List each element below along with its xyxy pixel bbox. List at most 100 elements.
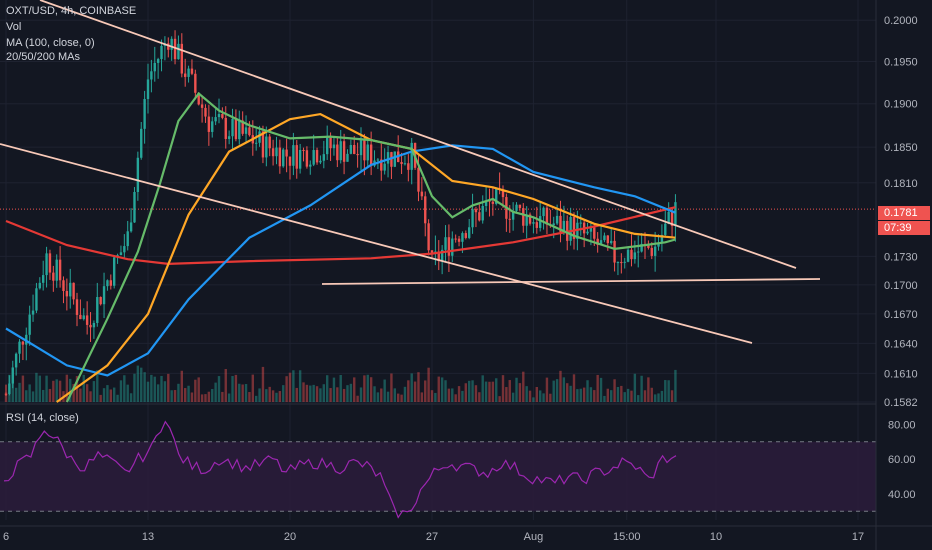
volume-bar: [464, 383, 468, 402]
x-tick-label: 13: [142, 531, 154, 543]
candle-body: [234, 118, 238, 140]
volume-bar: [204, 394, 207, 402]
candle-body: [187, 68, 190, 77]
volume-bar: [92, 381, 96, 402]
candle-body: [126, 231, 129, 247]
volume-bar: [363, 375, 366, 402]
volume-bar: [562, 377, 566, 402]
volume-bar: [312, 384, 315, 402]
y-tick-label: 0.1850: [884, 142, 918, 154]
candle-body: [589, 227, 593, 232]
ma-legend[interactable]: MA (100, close, 0): [6, 37, 95, 49]
candle-body: [214, 117, 217, 122]
candle-body: [410, 142, 413, 170]
volume-bar: [589, 387, 593, 402]
candle-body: [200, 104, 204, 108]
volume-bar: [231, 376, 234, 402]
candle-body: [664, 223, 667, 235]
volume-bar: [356, 395, 359, 402]
trendlines[interactable]: [0, 0, 821, 344]
volume-bar: [596, 374, 599, 402]
candle-body: [467, 227, 471, 238]
volume-bar: [261, 366, 265, 402]
volume-bar: [640, 375, 643, 402]
candle-body: [420, 191, 424, 197]
volume-bar: [55, 379, 58, 402]
volume-bar: [417, 372, 420, 402]
volume-bar: [664, 380, 667, 402]
volume-bar: [518, 383, 522, 402]
candle-body: [227, 136, 231, 139]
rsi-tick-label: 80.00: [888, 419, 916, 431]
candle-body: [92, 322, 96, 328]
candle-body: [579, 222, 582, 224]
candle-body: [69, 282, 72, 297]
candle-body: [417, 167, 420, 192]
volume-bar: [369, 377, 373, 402]
volume-bar: [180, 370, 184, 402]
volume-bar: [197, 377, 200, 402]
candle-body: [133, 191, 136, 223]
candle-body: [353, 145, 356, 154]
candle-body: [606, 235, 610, 244]
volume-bar: [109, 389, 113, 402]
y-tick-label: 0.1670: [884, 309, 918, 321]
volume-bar: [45, 375, 48, 402]
volume-bar: [14, 387, 18, 402]
y-tick-label: 0.1900: [884, 99, 918, 111]
x-tick-label: 15:00: [613, 531, 641, 543]
volume-bar: [495, 378, 498, 402]
candle-body: [18, 341, 21, 354]
volume-bar: [143, 372, 146, 402]
volume-bar: [200, 394, 204, 402]
volume-bar: [69, 378, 72, 402]
candle-body: [359, 140, 363, 156]
candle-body: [657, 243, 660, 247]
volume-bar: [244, 384, 248, 402]
candle-body: [376, 159, 380, 161]
candle-body: [481, 205, 484, 221]
candle-body: [89, 324, 92, 328]
candle-body: [562, 220, 566, 232]
symbol-legend[interactable]: OXT/USD, 4h, COINBASE: [6, 5, 137, 17]
rsi-legend[interactable]: RSI (14, close): [6, 412, 79, 424]
volume-bar: [403, 386, 407, 402]
candle-body: [545, 207, 549, 225]
volume-bar: [292, 370, 295, 402]
volume-bar: [437, 376, 440, 402]
candle-body: [41, 275, 45, 283]
candle-body: [393, 151, 397, 167]
candle-body: [265, 136, 268, 158]
candle-body: [119, 252, 123, 256]
volume-bar: [133, 373, 136, 402]
volume-bar: [265, 389, 268, 402]
candle-body: [315, 150, 319, 163]
volume-bar: [227, 393, 231, 402]
rsi-pane: [0, 420, 876, 519]
volume-bar: [238, 383, 241, 402]
candle-body: [109, 280, 113, 286]
vol-legend[interactable]: Vol: [6, 21, 22, 33]
volume-bar: [35, 372, 38, 402]
volume-bar: [288, 372, 292, 402]
y-tick-label: 0.1582: [884, 397, 918, 409]
candle-body: [369, 144, 373, 166]
volume-bar: [447, 388, 451, 402]
volume-bar: [660, 390, 664, 402]
candle-body: [62, 280, 65, 291]
volume-bar: [275, 392, 278, 402]
candle-body: [511, 210, 515, 220]
candle-body: [167, 43, 170, 50]
volume-bar: [119, 380, 123, 402]
candle-body: [309, 164, 312, 167]
candle-body: [123, 246, 126, 253]
mas-legend[interactable]: 20/50/200 MAs: [6, 51, 80, 63]
volume-bar: [4, 392, 8, 402]
candle-body: [667, 211, 670, 224]
candle-body: [8, 383, 11, 395]
y-tick-label: 0.1810: [884, 178, 918, 190]
candle-body: [302, 149, 305, 151]
candle-body: [180, 43, 184, 74]
volume-bar: [11, 374, 14, 402]
